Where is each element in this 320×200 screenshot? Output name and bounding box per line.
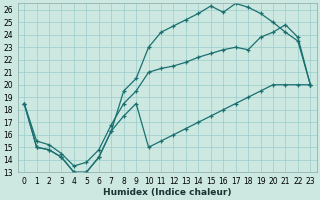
X-axis label: Humidex (Indice chaleur): Humidex (Indice chaleur) <box>103 188 231 197</box>
